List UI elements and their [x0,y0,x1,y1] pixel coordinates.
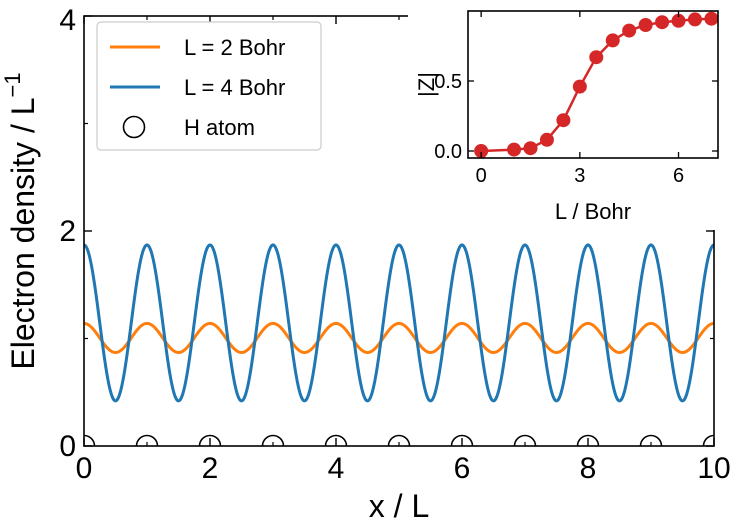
legend-marker-h-atom [122,115,146,139]
h-atom-marker [84,434,96,446]
main-y-axis-label-text: Electron density / L [5,97,41,369]
main-x-tick-label: 6 [454,452,471,485]
main-x-tick-label: 8 [580,452,597,485]
inset-x-tick-label: 6 [673,165,684,187]
inset-data-point [523,141,538,156]
legend-box [96,21,322,151]
main-x-tick-label: 2 [202,452,219,485]
h-atom-marker [639,434,663,446]
inset-data-point [556,113,571,128]
inset-series [474,11,719,158]
main-y-axis-label-superscript: −1 [0,72,25,97]
inset-x-axis-label: L / Bohr [555,199,631,224]
main-x-tick-label: 10 [697,452,730,485]
inset-plot-frame [467,10,719,159]
h-atom-marker [135,434,159,446]
main-y-tick-label: 0 [59,430,76,463]
inset-data-point [638,18,653,32]
inset-x-tick-label: 3 [574,165,585,187]
inset-data-point [572,79,587,94]
inset-data-point [539,132,554,147]
inset-data-point [671,13,686,28]
h-atom-marker [513,434,537,446]
h-atom-marker [702,434,714,446]
inset-x-tick-label: 0 [476,165,487,187]
main-y-axis-label: Electron density / L−1 [0,72,41,369]
inset-data-point [589,50,604,65]
main-y-tick-label: 2 [59,215,76,248]
inset-background [408,4,738,230]
inset-data-point [507,142,522,157]
main-curves [83,243,715,403]
main-x-tick-label: 0 [76,452,93,485]
main-y-tick-label: 4 [59,4,76,37]
main-plot: 0 2 4 6 8 10 0 2 4 x / L Electron density / L−1 [0,4,731,524]
inset-data-point [704,11,719,26]
h-atom-marker [261,434,285,446]
inset-data-point [605,33,620,48]
legend-label-l4: L = 4 Bohr [184,75,285,100]
legend-label-l2: L = 2 Bohr [184,35,285,60]
inset-data-point [622,23,637,38]
main-x-axis-label: x / L [369,488,429,524]
inset-data-point [687,12,702,27]
h-atom-marker [387,434,411,446]
inset-data-point [655,15,670,30]
main-x-tick-label: 4 [328,452,345,485]
legend: L = 2 Bohr L = 4 Bohr H atom [96,21,322,151]
inset-data-point [474,144,489,158]
inset-y-tick-label: 0.0 [434,141,462,163]
inset-plot: 0 3 6 0.0 0.5 L / Bohr |Z| [408,4,738,230]
series-line-l-2-bohr [83,321,715,354]
legend-label-h-atom: H atom [184,115,255,140]
main-ticks: 0 2 4 6 8 10 0 2 4 [59,4,730,485]
inset-y-axis-label: |Z| [414,72,439,97]
inset-y-tick-label: 0.5 [434,71,462,93]
inset-ticks: 0 3 6 0.0 0.5 [434,11,718,187]
series-line-l-4-bohr [83,243,715,403]
